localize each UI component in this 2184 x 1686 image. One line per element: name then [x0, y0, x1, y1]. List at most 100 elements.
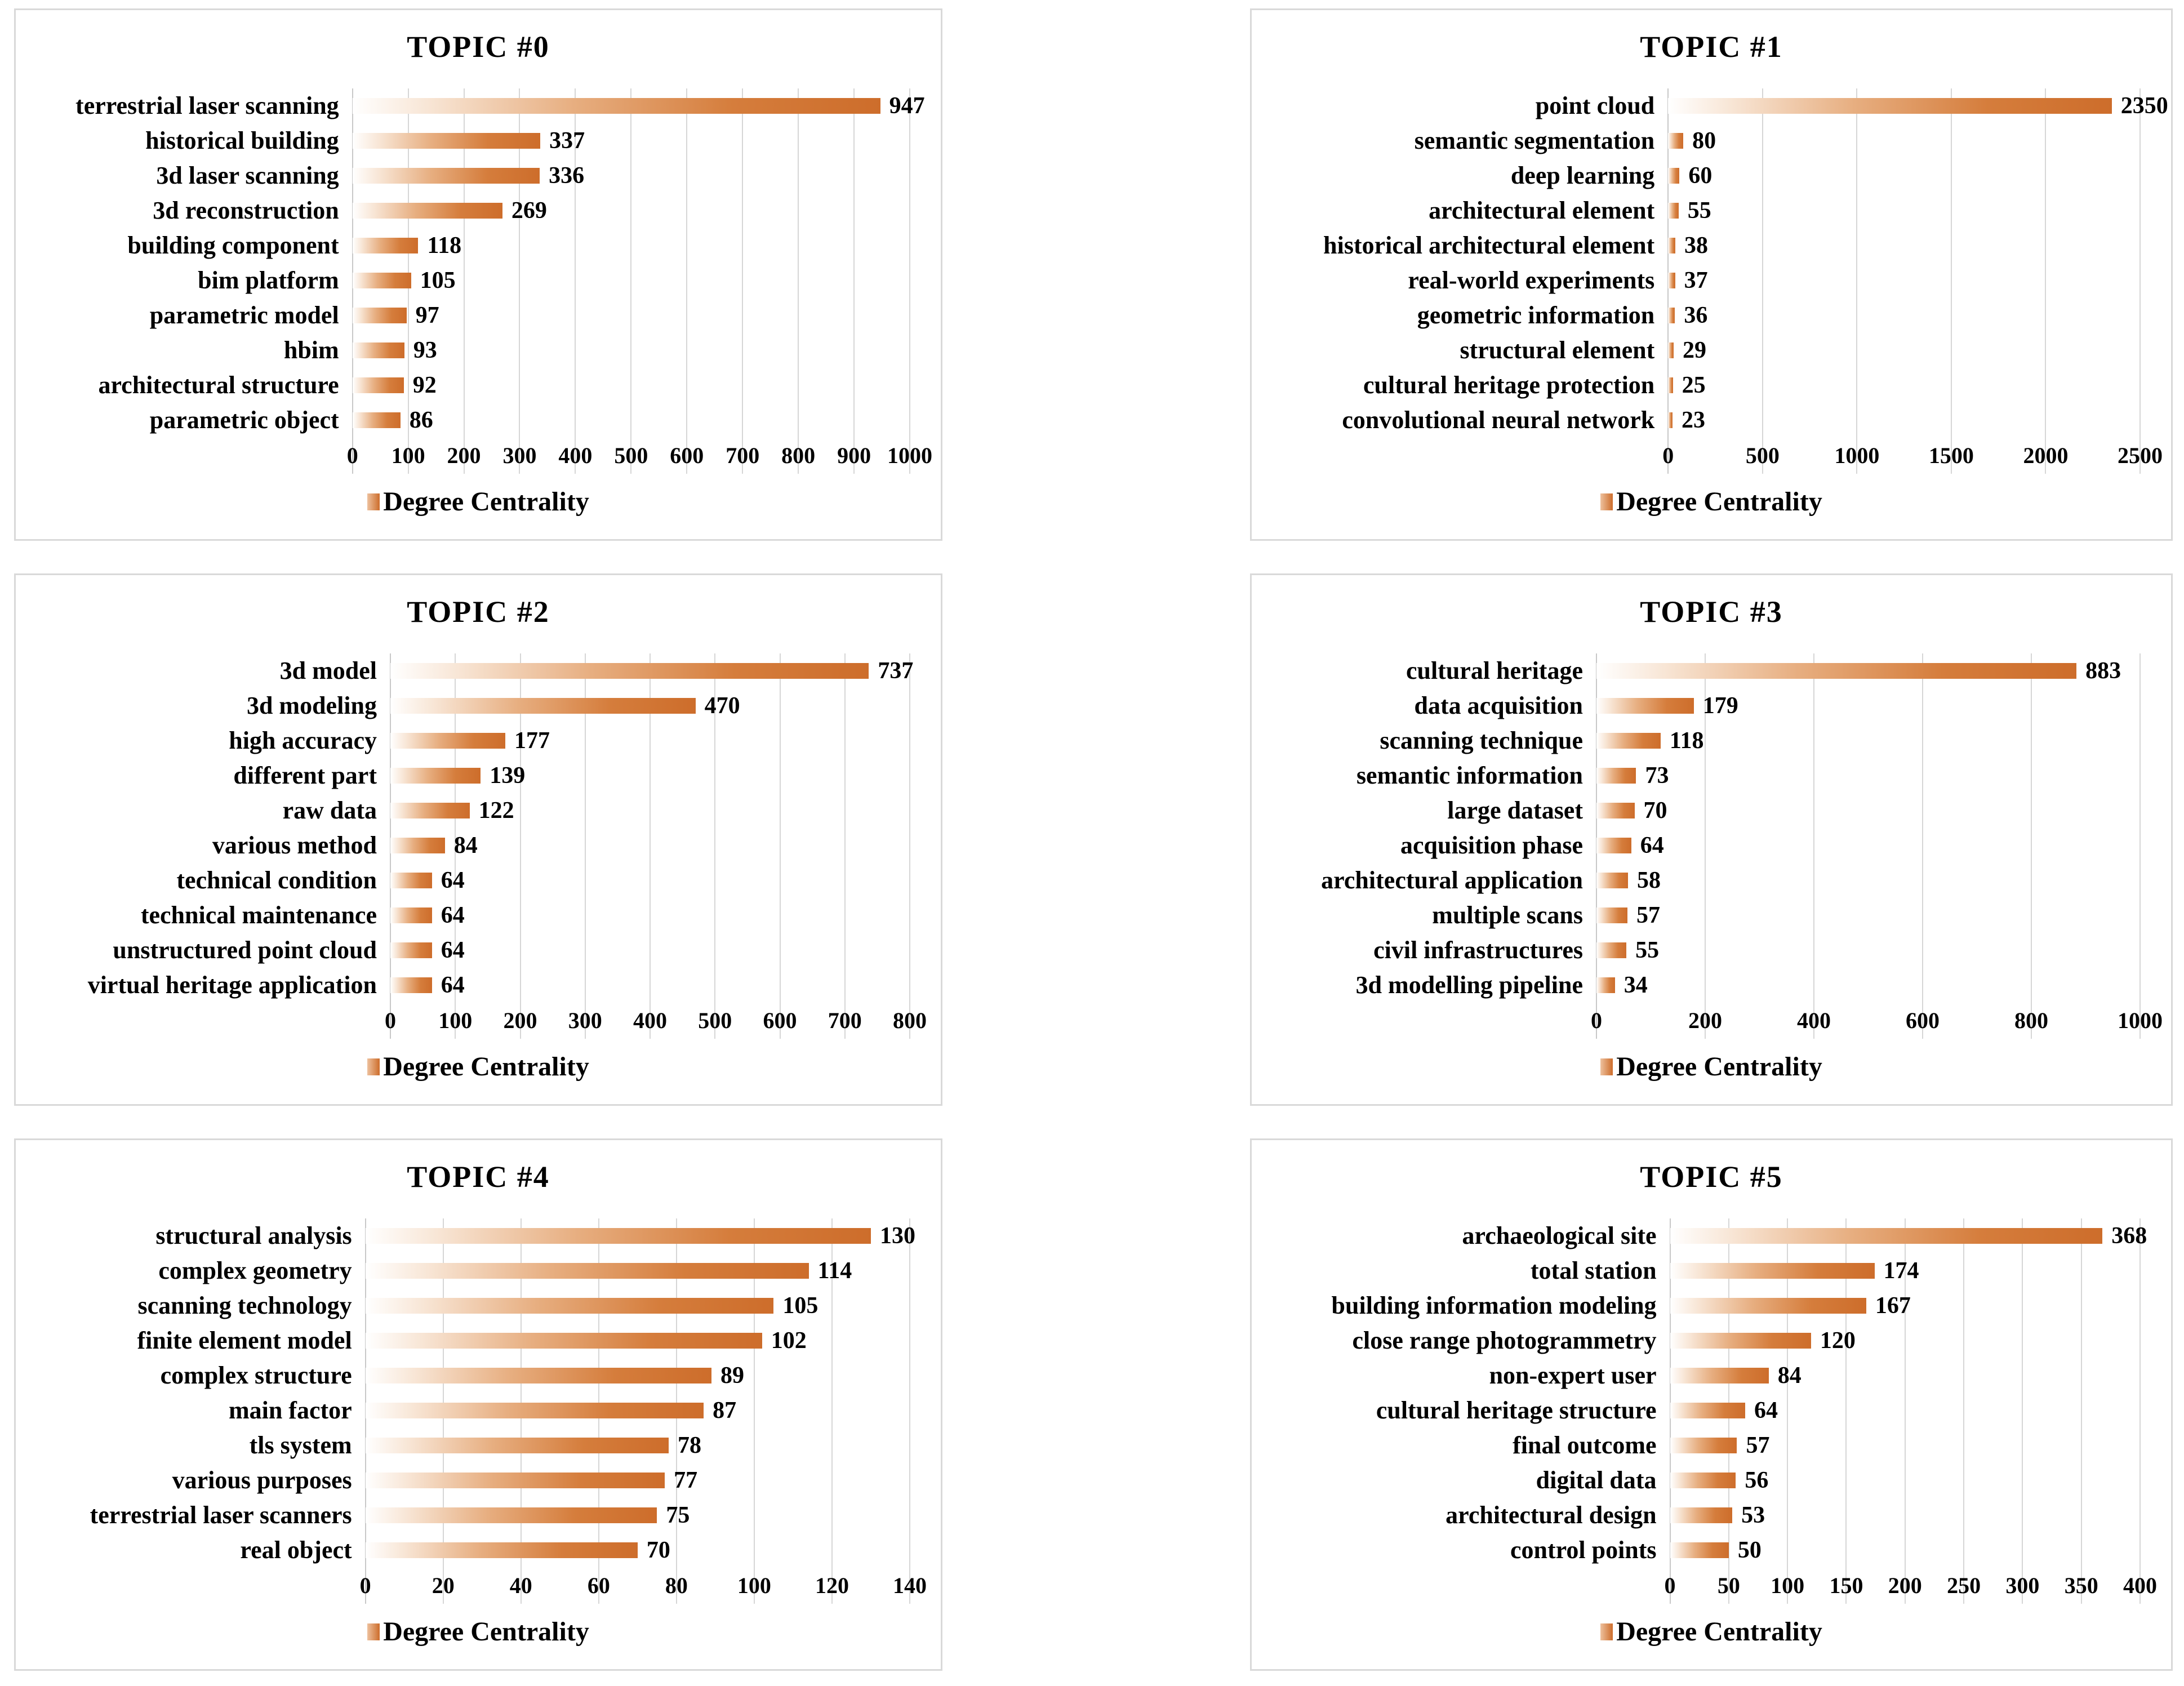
bar-row: terrestrial laser scanning 947 [16, 88, 941, 123]
value-label: 60 [1688, 163, 1712, 189]
value-label: 118 [1669, 728, 1704, 754]
bar-row: virtual heritage application 64 [16, 968, 941, 1003]
value-label: 57 [1746, 1433, 1770, 1459]
category-label: architectural application [1321, 866, 1583, 895]
bar-row: non-expert user 84 [1252, 1358, 2171, 1393]
plot-area: terrestrial laser scanning 947 historical … [16, 88, 941, 474]
bar-row: parametric object 86 [16, 403, 941, 438]
bar [390, 803, 470, 819]
topic-1-chart-panel: TOPIC #1 point cloud 2350 semantic segment… [1250, 8, 2173, 541]
category-label: main factor [228, 1396, 352, 1425]
value-label: 50 [1737, 1537, 1762, 1564]
bar [1668, 342, 1674, 359]
category-label: various purposes [172, 1466, 352, 1494]
value-label: 105 [782, 1293, 819, 1319]
bar-row: high accuracy 177 [16, 723, 941, 758]
bar [352, 133, 541, 149]
x-tick-label: 900 [837, 443, 871, 469]
bar [1668, 273, 1675, 289]
plot-area: archaeological site 368 total station 174 bu… [1252, 1218, 2171, 1604]
x-tick-label: 2500 [2118, 443, 2163, 469]
bar-row: hbim 93 [16, 333, 941, 368]
bar [1596, 838, 1631, 854]
x-tick-label: 400 [1797, 1008, 1831, 1034]
x-tick-label: 200 [1688, 1008, 1722, 1034]
legend-label: Degree Centrality [383, 487, 589, 517]
x-axis-ticks: 0 100 200 300 400 500 600 700 800 900 1000 [347, 443, 932, 474]
bar-area: 118 [352, 234, 910, 257]
bar-area: 92 [352, 373, 910, 397]
bar [352, 238, 419, 254]
bar-row: complex structure 89 [16, 1358, 941, 1393]
bar-row: scanning technique 118 [1252, 723, 2171, 758]
x-tick-label: 120 [815, 1573, 849, 1599]
bar-area: 93 [352, 339, 910, 362]
bar-area: 368 [1670, 1224, 2147, 1248]
value-label: 122 [478, 798, 514, 824]
bar-row: parametric model 97 [16, 298, 941, 333]
bar-area: 336 [352, 164, 910, 188]
category-label: building component [127, 232, 339, 260]
bar [352, 377, 404, 394]
gridline [630, 88, 632, 474]
gridline [853, 88, 855, 474]
bar [1668, 308, 1675, 324]
legend-label: Degree Centrality [1616, 1617, 1822, 1647]
category-label: parametric model [149, 301, 339, 330]
value-label: 53 [1741, 1502, 1765, 1529]
category-label: historical building [145, 127, 339, 155]
bar-row: various purposes 77 [16, 1463, 941, 1498]
legend-marker-icon [367, 493, 380, 511]
category-label: 3d modeling [246, 692, 377, 720]
value-label: 70 [646, 1537, 670, 1564]
category-label: technical condition [176, 866, 377, 895]
legend-marker-icon [1600, 1058, 1613, 1076]
category-label: non-expert user [1489, 1362, 1657, 1390]
value-label: 57 [1636, 902, 1660, 929]
category-label: real-world experiments [1408, 266, 1655, 295]
bar-area: 883 [1596, 659, 2140, 683]
bar-row: bim platform 105 [16, 263, 941, 298]
bar [352, 273, 411, 289]
bar-row: structural element 29 [1252, 333, 2171, 368]
bar-area: 84 [1670, 1364, 2140, 1387]
gridline [2080, 1218, 2082, 1604]
category-label: acquisition phase [1400, 831, 1583, 860]
plot-area: structural analysis 130 complex geometry 11… [16, 1218, 941, 1604]
category-label: various method [212, 831, 377, 860]
category-label: architectural structure [98, 371, 339, 399]
plot-area: point cloud 2350 semantic segmentation 80 de… [1252, 88, 2171, 474]
bar [1670, 1298, 1866, 1314]
bar-area: 118 [1596, 729, 2140, 753]
bar [1596, 977, 1615, 994]
x-tick-label: 80 [665, 1573, 688, 1599]
category-label: cultural heritage structure [1376, 1396, 1657, 1425]
bar-row: tls system 78 [16, 1428, 941, 1463]
bar-area: 70 [365, 1537, 910, 1564]
category-label: virtual heritage application [87, 971, 377, 999]
category-label: civil infrastructures [1373, 936, 1583, 964]
bar-area: 84 [390, 834, 910, 857]
bar-area: 179 [1596, 694, 2140, 718]
bar-area: 470 [390, 694, 910, 718]
gridline [909, 88, 910, 474]
x-tick-label: 600 [670, 443, 704, 469]
bar-area: 737 [390, 659, 913, 683]
category-label: building information modeling [1331, 1292, 1657, 1320]
bar [1668, 377, 1673, 394]
bar-area: 167 [1670, 1294, 2140, 1318]
gridline [742, 88, 744, 474]
bar-area: 177 [390, 729, 910, 753]
value-label: 139 [490, 763, 526, 789]
category-label: different part [233, 762, 377, 790]
value-label: 70 [1643, 798, 1667, 824]
category-label: structural analysis [155, 1222, 352, 1250]
category-label: scanning technology [137, 1292, 352, 1320]
bar-row: deep learning 60 [1252, 158, 2171, 193]
bar-row: finite element model 102 [16, 1323, 941, 1358]
legend: Degree Centrality [1252, 1618, 2171, 1645]
category-label: geometric information [1417, 301, 1655, 330]
value-label: 75 [666, 1502, 690, 1529]
category-label: point cloud [1535, 92, 1655, 120]
gridline [455, 653, 456, 1039]
